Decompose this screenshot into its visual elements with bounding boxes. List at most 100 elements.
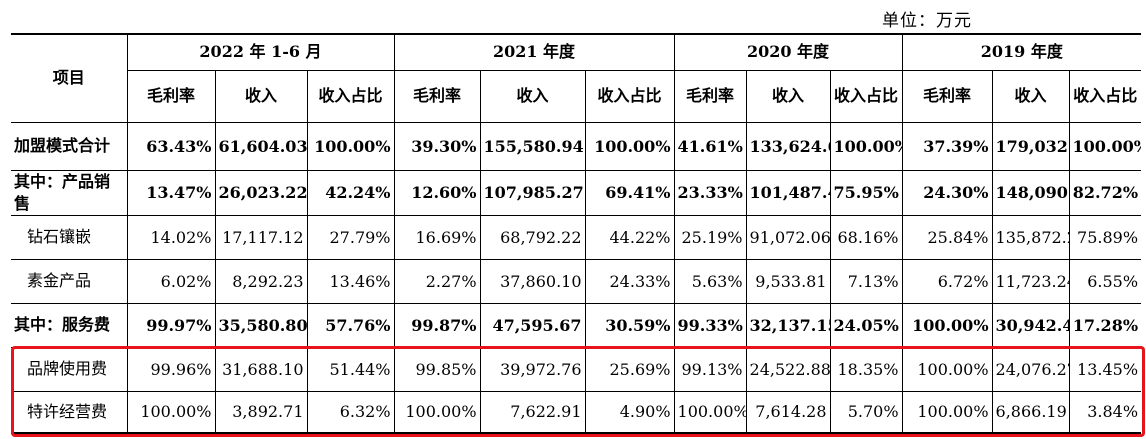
table-body: 项目 2022 年 1-6 月 2021 年度 2020 年度 2019 年度 …	[11, 33, 1142, 434]
revenue-share-cell: 24.05%	[829, 302, 903, 348]
revenue-cell: 30,942.46	[991, 302, 1070, 348]
gross-margin-cell: 25.84%	[901, 214, 993, 260]
revenue-share-header: 收入占比	[584, 69, 675, 123]
gross-margin-cell: 100.00%	[673, 390, 747, 434]
revenue-cell: 37,860.10	[479, 258, 586, 304]
revenue-share-cell: 82.72%	[1068, 169, 1142, 216]
revenue-share-cell: 13.46%	[306, 258, 395, 304]
revenue-share-cell: 68.16%	[829, 214, 903, 260]
gross-margin-cell: 100.00%	[126, 390, 216, 434]
gross-margin-cell: 6.72%	[901, 258, 993, 304]
gross-margin-cell: 99.97%	[126, 302, 216, 348]
item-header: 项目	[11, 33, 128, 123]
revenue-cell: 47,595.67	[479, 302, 586, 348]
row-label: 其中：产品销售	[11, 169, 128, 216]
gross-margin-cell: 25.19%	[673, 214, 747, 260]
gross-margin-cell: 12.60%	[393, 169, 481, 216]
revenue-header: 收入	[214, 69, 308, 123]
gross-margin-cell: 6.02%	[126, 258, 216, 304]
gross-margin-cell: 99.96%	[126, 346, 216, 392]
revenue-cell: 9,533.81	[745, 258, 831, 304]
revenue-cell: 11,723.24	[991, 258, 1070, 304]
table-row: 其中：产品销售 13.47% 26,023.22 42.24% 12.60% 107,98…	[11, 169, 1142, 216]
gross-margin-cell: 99.85%	[393, 346, 481, 392]
revenue-header: 收入	[991, 69, 1070, 123]
table-row: 其中：服务费 99.97% 35,580.80 57.76% 99.87% 47,595.…	[11, 302, 1142, 348]
table-row: 加盟模式合计 63.43% 61,604.03 100.00% 39.30% 155,58…	[11, 121, 1142, 171]
revenue-share-cell: 3.84%	[1068, 390, 1142, 434]
revenue-cell: 31,688.10	[214, 346, 308, 392]
revenue-share-cell: 6.32%	[306, 390, 395, 434]
revenue-share-cell: 44.22%	[584, 214, 675, 260]
period-header: 2019 年度	[901, 33, 1142, 71]
gross-margin-header: 毛利率	[126, 69, 216, 123]
gross-margin-header: 毛利率	[393, 69, 481, 123]
revenue-cell: 6,866.19	[991, 390, 1070, 434]
revenue-cell: 35,580.80	[214, 302, 308, 348]
revenue-share-cell: 42.24%	[306, 169, 395, 216]
revenue-share-cell: 18.35%	[829, 346, 903, 392]
revenue-cell: 8,292.23	[214, 258, 308, 304]
gross-margin-cell: 39.30%	[393, 121, 481, 171]
gross-margin-cell: 99.33%	[673, 302, 747, 348]
revenue-header: 收入	[745, 69, 831, 123]
row-label: 加盟模式合计	[11, 121, 128, 171]
gross-margin-cell: 100.00%	[393, 390, 481, 434]
row-label: 其中：服务费	[11, 302, 128, 348]
revenue-share-cell: 100.00%	[584, 121, 675, 171]
gross-margin-header: 毛利率	[673, 69, 747, 123]
revenue-share-cell: 25.69%	[584, 346, 675, 392]
gross-margin-cell: 24.30%	[901, 169, 993, 216]
revenue-share-cell: 24.33%	[584, 258, 675, 304]
revenue-share-cell: 100.00%	[1068, 121, 1142, 171]
period-header: 2020 年度	[673, 33, 903, 71]
gross-margin-cell: 100.00%	[901, 302, 993, 348]
revenue-cell: 24,076.27	[991, 346, 1070, 392]
revenue-share-cell: 75.89%	[1068, 214, 1142, 260]
header-row-metrics: 毛利率 收入 收入占比 毛利率 收入 收入占比 毛利率 收入 收入占比 毛利率 …	[11, 69, 1142, 123]
revenue-cell: 7,614.28	[745, 390, 831, 434]
period-header: 2021 年度	[393, 33, 675, 71]
revenue-share-cell: 27.79%	[306, 214, 395, 260]
revenue-cell: 155,580.94	[479, 121, 586, 171]
revenue-cell: 32,137.15	[745, 302, 831, 348]
header-row-periods: 项目 2022 年 1-6 月 2021 年度 2020 年度 2019 年度	[11, 33, 1142, 123]
revenue-cell: 26,023.22	[214, 169, 308, 216]
revenue-share-cell: 13.45%	[1068, 346, 1142, 392]
revenue-cell: 17,117.12	[214, 214, 308, 260]
gross-margin-cell: 16.69%	[393, 214, 481, 260]
revenue-cell: 39,972.76	[479, 346, 586, 392]
gross-margin-header: 毛利率	[901, 69, 993, 123]
gross-margin-cell: 5.63%	[673, 258, 747, 304]
revenue-share-cell: 6.55%	[1068, 258, 1142, 304]
revenue-share-cell: 4.90%	[584, 390, 675, 434]
revenue-cell: 148,090.46	[991, 169, 1070, 216]
gross-margin-cell: 99.13%	[673, 346, 747, 392]
revenue-share-cell: 17.28%	[1068, 302, 1142, 348]
revenue-cell: 135,872.29	[991, 214, 1070, 260]
row-label: 品牌使用费	[11, 346, 128, 392]
gross-margin-cell: 14.02%	[126, 214, 216, 260]
revenue-cell: 3,892.71	[214, 390, 308, 434]
revenue-share-cell: 69.41%	[584, 169, 675, 216]
gross-margin-cell: 23.33%	[673, 169, 747, 216]
row-label: 素金产品	[11, 258, 128, 304]
gross-margin-cell: 13.47%	[126, 169, 216, 216]
gross-margin-cell: 41.61%	[673, 121, 747, 171]
gross-margin-cell: 2.27%	[393, 258, 481, 304]
revenue-share-cell: 57.76%	[306, 302, 395, 348]
gross-margin-cell: 99.87%	[393, 302, 481, 348]
revenue-cell: 68,792.22	[479, 214, 586, 260]
revenue-share-cell: 100.00%	[306, 121, 395, 171]
revenue-share-header: 收入占比	[306, 69, 395, 123]
row-label: 钻石镶嵌	[11, 214, 128, 260]
table-row: 钻石镶嵌 14.02% 17,117.12 27.79% 16.69% 68,792.22…	[11, 214, 1142, 260]
table-row: 品牌使用费 99.96% 31,688.10 51.44% 99.85% 39,972.7…	[11, 346, 1142, 392]
revenue-share-cell: 30.59%	[584, 302, 675, 348]
revenue-cell: 101,487.48	[745, 169, 831, 216]
revenue-share-cell: 100.00%	[829, 121, 903, 171]
revenue-cell: 107,985.27	[479, 169, 586, 216]
table-row: 素金产品 6.02% 8,292.23 13.46% 2.27% 37,860.10 24.…	[11, 258, 1142, 304]
unit-label: 单位：万元	[882, 11, 972, 31]
gross-margin-cell: 100.00%	[901, 346, 993, 392]
